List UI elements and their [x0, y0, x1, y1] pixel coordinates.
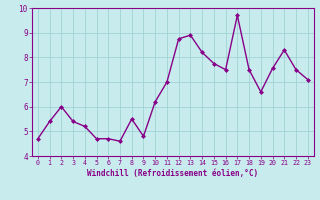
X-axis label: Windchill (Refroidissement éolien,°C): Windchill (Refroidissement éolien,°C): [87, 169, 258, 178]
